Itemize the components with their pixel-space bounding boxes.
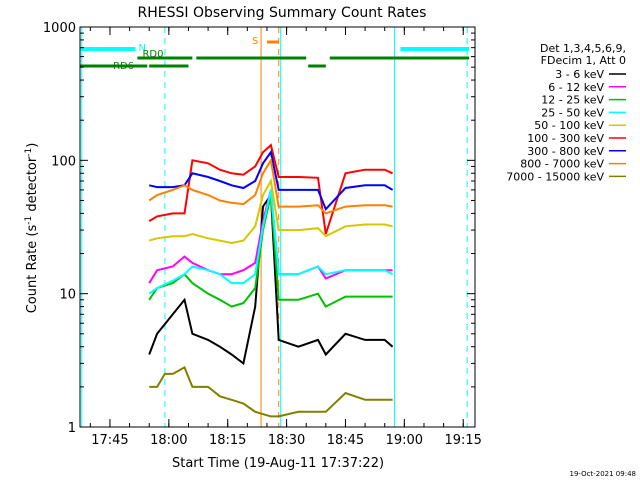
- x-tick-label: 18:45: [327, 433, 364, 448]
- legend-header: FDecim 1, Att 0: [541, 54, 626, 67]
- state-bar-label: RD6: [113, 61, 134, 72]
- x-tick-label: 19:00: [386, 433, 423, 448]
- axes: 1 10 100 1000 17:45 18:00 18:15 18:30 18:45 19:00…: [43, 21, 482, 448]
- legend-label: 100 - 300 keV: [527, 132, 604, 145]
- series-line: [148, 157, 393, 215]
- state-bar-label: S: [252, 36, 258, 47]
- y-axis-label-sup: -1: [24, 216, 34, 225]
- legend: Det 1,3,4,5,6,9,FDecim 1, Att 03 - 6 keV…: [506, 42, 626, 183]
- x-tick-label: 18:30: [268, 433, 305, 448]
- state-bar-label: N: [138, 43, 145, 54]
- series-line: [148, 143, 394, 235]
- series-line: [148, 191, 394, 366]
- state-bar-label: RD0: [142, 49, 163, 60]
- legend-header: Det 1,3,4,5,6,9,: [540, 42, 626, 55]
- y-tick-label: 10: [59, 288, 76, 303]
- y-tick-label: 1: [68, 421, 76, 436]
- y-tick-label: 100: [51, 154, 76, 169]
- legend-label: 7000 - 15000 keV: [506, 170, 604, 183]
- legend-label: 12 - 25 keV: [541, 94, 604, 107]
- series-line: [148, 189, 394, 295]
- legend-label: 6 - 12 keV: [548, 81, 604, 94]
- x-tick-label: 19:15: [444, 433, 481, 448]
- series-line: [148, 178, 393, 245]
- y-axis-label: Count Rate (s-1 detector-1): [24, 143, 40, 314]
- legend-label: 50 - 100 keV: [534, 119, 604, 132]
- series-line: [148, 149, 394, 212]
- series-line: [148, 194, 393, 308]
- footer-timestamp: 19-Oct-2021 09:48: [570, 470, 636, 478]
- y-axis-label-sup2: -1: [24, 148, 34, 157]
- plot-frame: [79, 26, 476, 428]
- y-axis-label-end: ): [25, 143, 40, 148]
- series-line: [149, 365, 393, 418]
- y-axis-label-tail: detector: [25, 156, 40, 216]
- x-tick-label: 18:00: [150, 433, 187, 448]
- y-axis-label-main: Count Rate (s: [25, 225, 40, 314]
- legend-label: 300 - 800 keV: [527, 145, 604, 158]
- legend-label: 25 - 50 keV: [541, 106, 604, 119]
- legend-label: 800 - 7000 keV: [520, 158, 604, 171]
- y-tick-label: 1000: [43, 21, 76, 36]
- x-tick-label: 17:45: [91, 433, 128, 448]
- chart-title: RHESSI Observing Summary Count Rates: [138, 5, 427, 21]
- legend-label: 3 - 6 keV: [555, 68, 604, 81]
- x-axis-label: Start Time (19-Aug-11 17:37:22): [172, 456, 384, 471]
- x-tick-label: 18:15: [209, 433, 246, 448]
- series-lines: [148, 143, 394, 418]
